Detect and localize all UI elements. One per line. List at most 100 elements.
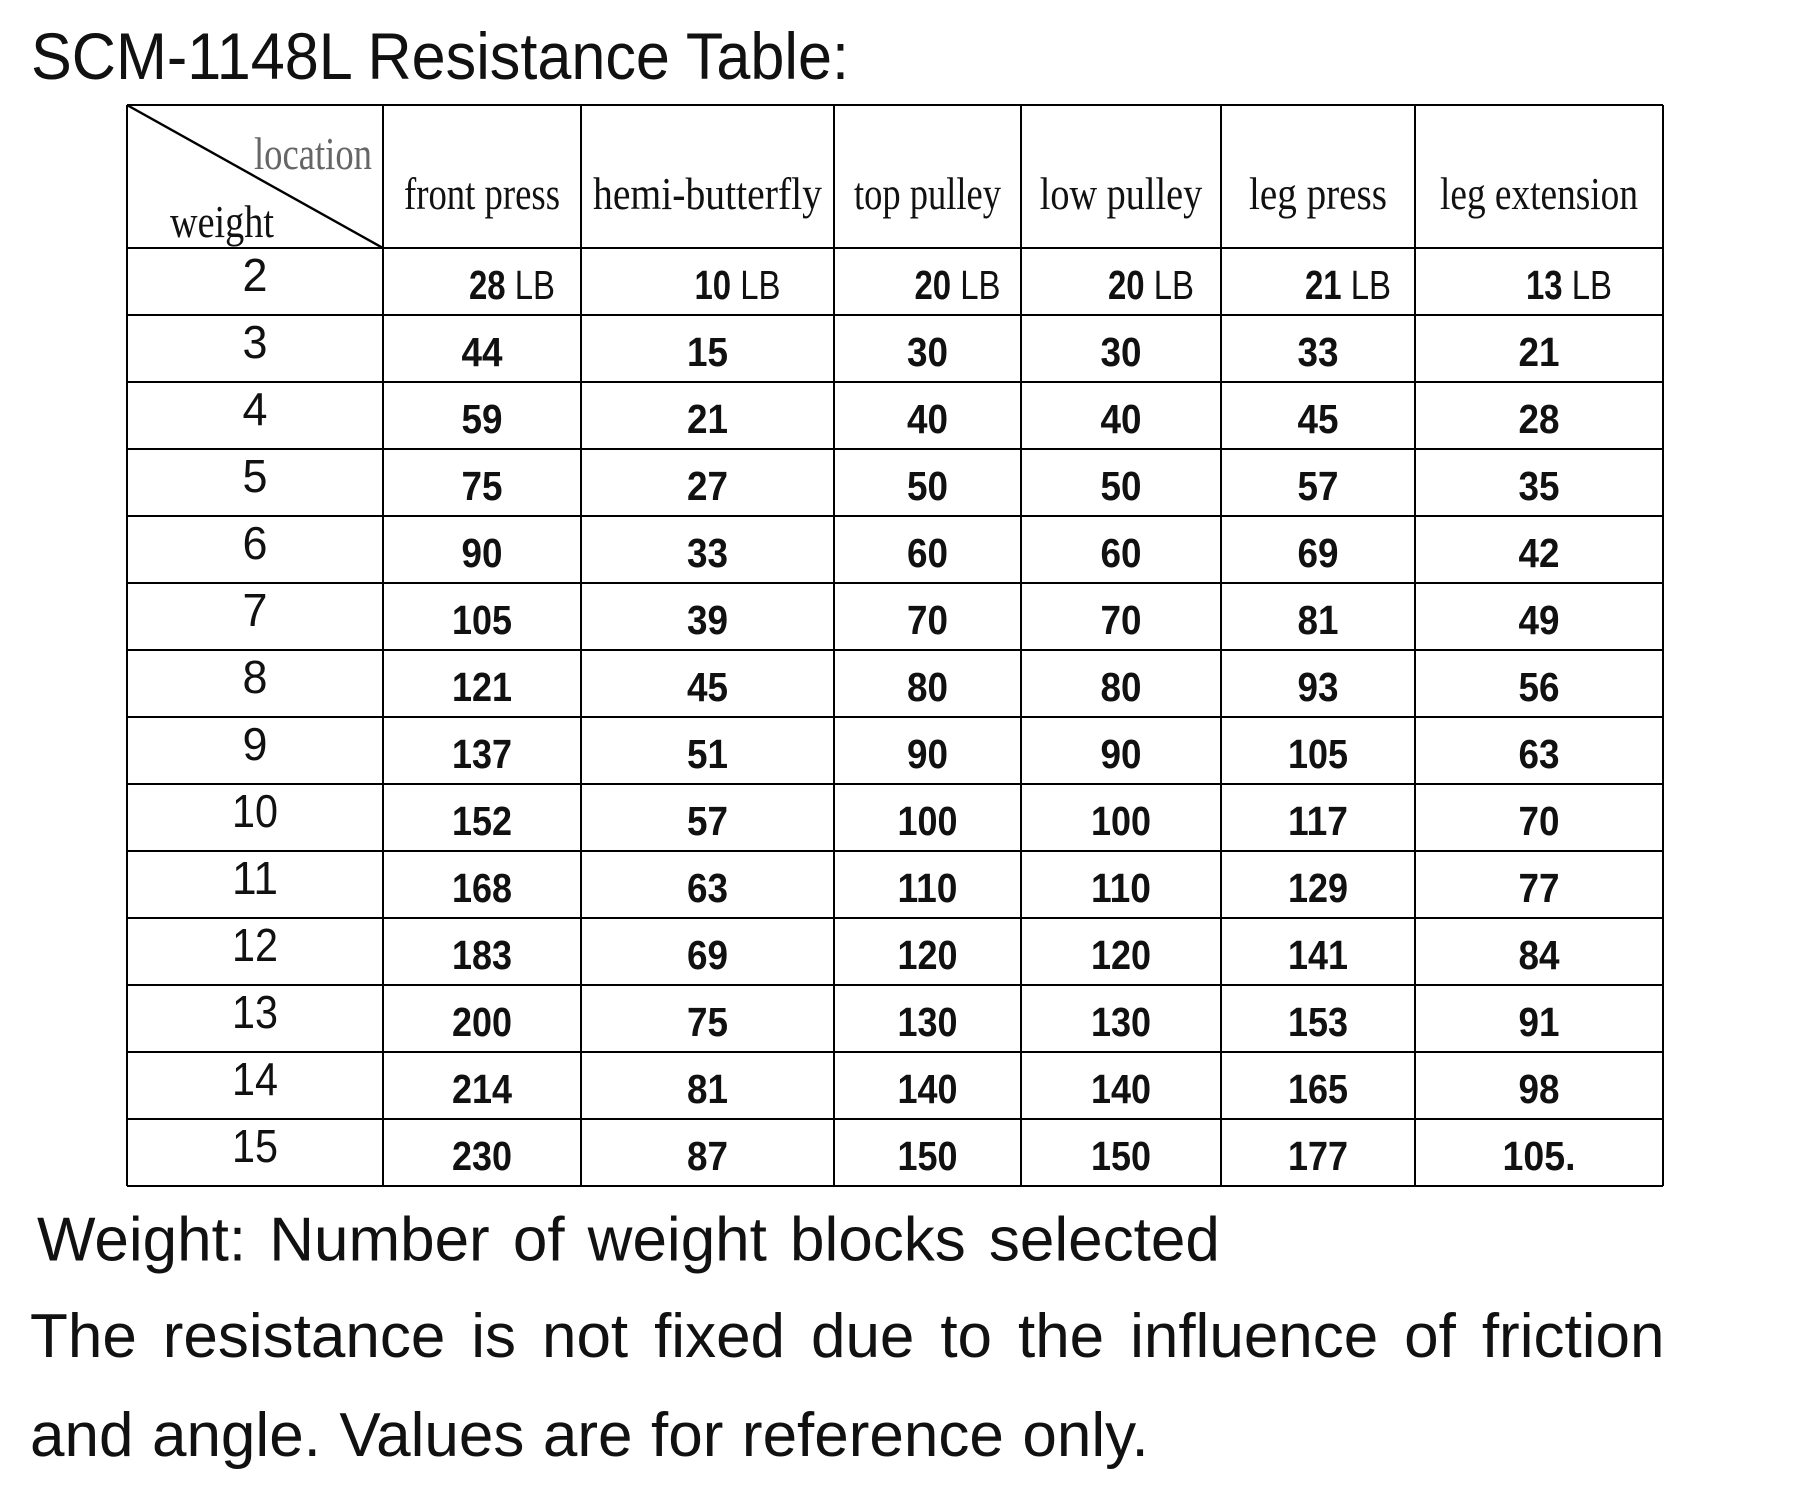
svg-text:20 LB: 20 LB — [1108, 262, 1194, 308]
svg-text:77: 77 — [1519, 865, 1560, 911]
svg-text:84: 84 — [1519, 932, 1560, 978]
svg-text:87: 87 — [687, 1133, 728, 1179]
svg-text:30: 30 — [907, 329, 948, 375]
svg-text:63: 63 — [687, 865, 728, 911]
svg-text:153: 153 — [1288, 999, 1348, 1045]
svg-text:21: 21 — [1519, 329, 1560, 375]
svg-text:3: 3 — [243, 316, 268, 368]
svg-text:120: 120 — [1091, 932, 1151, 978]
svg-text:91: 91 — [1519, 999, 1560, 1045]
svg-text:230: 230 — [452, 1133, 512, 1179]
svg-text:The resistance is not fixed du: The resistance is not fixed due to the i… — [30, 1302, 1664, 1371]
svg-text:59: 59 — [462, 396, 503, 442]
svg-text:21 LB: 21 LB — [1305, 262, 1391, 308]
svg-text:69: 69 — [687, 932, 728, 978]
svg-text:SCM-1148L Resistance Table:: SCM-1148L Resistance Table: — [31, 19, 849, 93]
svg-text:49: 49 — [1519, 597, 1560, 643]
svg-text:27: 27 — [687, 463, 728, 509]
svg-text:75: 75 — [462, 463, 503, 509]
svg-text:21: 21 — [687, 396, 728, 442]
svg-text:110: 110 — [1091, 865, 1151, 911]
svg-text:5: 5 — [243, 450, 268, 502]
svg-text:90: 90 — [907, 731, 948, 777]
svg-text:28 LB: 28 LB — [469, 262, 555, 308]
svg-text:45: 45 — [1298, 396, 1339, 442]
svg-text:214: 214 — [452, 1066, 512, 1112]
svg-text:168: 168 — [452, 865, 512, 911]
svg-text:177: 177 — [1288, 1133, 1348, 1179]
svg-text:8: 8 — [243, 651, 268, 703]
svg-text:42: 42 — [1519, 530, 1560, 576]
svg-text:35: 35 — [1519, 463, 1560, 509]
svg-text:hemi-butterfly: hemi-butterfly — [593, 168, 822, 219]
svg-text:140: 140 — [898, 1066, 958, 1112]
svg-text:13 LB: 13 LB — [1526, 262, 1612, 308]
svg-text:40: 40 — [907, 396, 948, 442]
svg-text:60: 60 — [1101, 530, 1142, 576]
svg-text:105: 105 — [452, 597, 512, 643]
svg-text:183: 183 — [452, 932, 512, 978]
svg-text:117: 117 — [1288, 798, 1348, 844]
svg-text:30: 30 — [1101, 329, 1142, 375]
svg-text:50: 50 — [1101, 463, 1142, 509]
svg-text:15: 15 — [687, 329, 728, 375]
svg-text:2: 2 — [243, 249, 268, 301]
svg-text:93: 93 — [1298, 664, 1339, 710]
svg-text:Weight: Number of weight block: Weight: Number of weight blocks selected — [37, 1206, 1220, 1275]
svg-text:81: 81 — [687, 1066, 728, 1112]
svg-text:leg press: leg press — [1249, 168, 1387, 219]
svg-text:60: 60 — [907, 530, 948, 576]
svg-text:14: 14 — [232, 1053, 278, 1105]
svg-text:80: 80 — [907, 664, 948, 710]
svg-text:11: 11 — [232, 852, 278, 904]
svg-text:69: 69 — [1298, 530, 1339, 576]
svg-text:130: 130 — [898, 999, 958, 1045]
svg-text:137: 137 — [452, 731, 512, 777]
svg-text:12: 12 — [232, 919, 278, 971]
svg-text:130: 130 — [1091, 999, 1151, 1045]
svg-text:low pulley: low pulley — [1040, 168, 1203, 219]
svg-text:51: 51 — [687, 731, 728, 777]
svg-text:90: 90 — [1101, 731, 1142, 777]
svg-text:9: 9 — [243, 718, 268, 770]
svg-text:70: 70 — [1519, 798, 1560, 844]
svg-text:location: location — [254, 128, 372, 179]
svg-text:39: 39 — [687, 597, 728, 643]
svg-text:105: 105 — [1288, 731, 1348, 777]
svg-text:56: 56 — [1519, 664, 1560, 710]
svg-text:4: 4 — [243, 383, 268, 435]
svg-text:70: 70 — [1101, 597, 1142, 643]
svg-text:100: 100 — [898, 798, 958, 844]
svg-text:129: 129 — [1288, 865, 1348, 911]
svg-text:20 LB: 20 LB — [915, 262, 1001, 308]
svg-text:33: 33 — [1298, 329, 1339, 375]
svg-text:200: 200 — [452, 999, 512, 1045]
svg-text:weight: weight — [170, 196, 274, 247]
svg-text:33: 33 — [687, 530, 728, 576]
svg-text:7: 7 — [243, 584, 268, 636]
svg-text:121: 121 — [452, 664, 512, 710]
svg-text:leg extension: leg extension — [1440, 168, 1638, 219]
svg-text:105.: 105. — [1503, 1133, 1576, 1179]
svg-text:140: 140 — [1091, 1066, 1151, 1112]
svg-text:63: 63 — [1519, 731, 1560, 777]
svg-text:165: 165 — [1288, 1066, 1348, 1112]
svg-text:80: 80 — [1101, 664, 1142, 710]
svg-text:13: 13 — [232, 986, 278, 1038]
svg-text:57: 57 — [687, 798, 728, 844]
svg-text:75: 75 — [687, 999, 728, 1045]
svg-text:98: 98 — [1519, 1066, 1560, 1112]
svg-text:50: 50 — [907, 463, 948, 509]
svg-text:front press: front press — [404, 168, 560, 219]
svg-text:45: 45 — [687, 664, 728, 710]
svg-text:40: 40 — [1101, 396, 1142, 442]
svg-text:and angle. Values are for refe: and angle. Values are for reference only… — [30, 1401, 1149, 1470]
svg-text:28: 28 — [1519, 396, 1560, 442]
svg-text:110: 110 — [898, 865, 958, 911]
svg-text:10: 10 — [232, 785, 278, 837]
svg-text:150: 150 — [898, 1133, 958, 1179]
svg-text:57: 57 — [1298, 463, 1339, 509]
svg-text:141: 141 — [1288, 932, 1348, 978]
svg-text:10 LB: 10 LB — [695, 262, 781, 308]
svg-text:6: 6 — [243, 517, 268, 569]
